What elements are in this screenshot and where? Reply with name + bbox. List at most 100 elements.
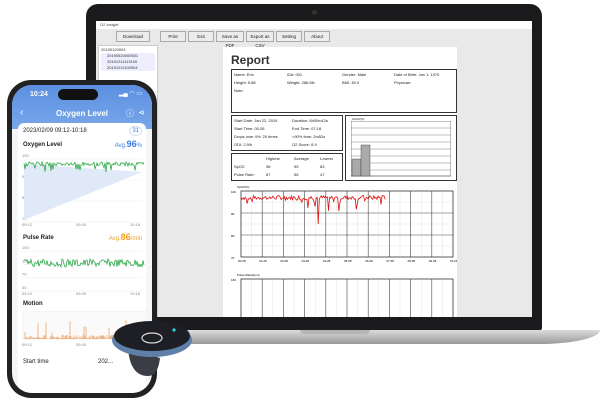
tick-label: 02:28 bbox=[280, 259, 288, 263]
tick-label: 80 bbox=[231, 234, 235, 238]
calendar-icon[interactable]: 31 bbox=[129, 126, 142, 136]
session-field: O2 Score: 8.9 bbox=[292, 142, 317, 147]
tick-label: 07:28 bbox=[386, 259, 394, 263]
download-button[interactable]: Download bbox=[116, 31, 150, 42]
tick-label: 00:28 bbox=[238, 259, 246, 263]
tick-label: 09:45 bbox=[76, 291, 87, 295]
histogram-bar bbox=[351, 158, 362, 177]
print-button[interactable]: Print bbox=[160, 31, 186, 42]
tick-label: 01:28 bbox=[259, 259, 267, 263]
patient-field: Weight: 286.6lb bbox=[287, 80, 315, 85]
ring-button-icon bbox=[141, 332, 163, 344]
stats-cell: 56 bbox=[294, 172, 299, 177]
tree-item[interactable]: 20190520000501 bbox=[101, 53, 155, 59]
stats-header: Highest bbox=[266, 156, 280, 161]
session-field: <90% time: 2m52s bbox=[292, 134, 326, 139]
stats-cell: 47 bbox=[320, 172, 325, 177]
about-button[interactable]: About bbox=[304, 31, 330, 42]
stats-header: Average bbox=[294, 156, 309, 161]
exit-button[interactable]: Exit bbox=[188, 31, 214, 42]
patient-field: ID#: 001 bbox=[287, 72, 303, 77]
laptop-screen: O2 Insight Download Print Exit Save as P… bbox=[96, 21, 532, 317]
avg-unit: % bbox=[136, 143, 142, 149]
histogram-chart bbox=[351, 121, 451, 177]
tick-label: 160 bbox=[231, 278, 237, 282]
patient-field: Date of Birth: Jan 1, 1970 bbox=[394, 72, 440, 77]
spo2-histogram: SpO2(%) bbox=[345, 115, 457, 181]
oxygen-avg: Avg.96% bbox=[115, 139, 142, 149]
avg-value: 86 bbox=[120, 232, 131, 242]
window-title: O2 Insight bbox=[96, 21, 532, 29]
data-line bbox=[23, 257, 145, 269]
avg-unit: /min bbox=[130, 236, 142, 242]
phone-header: 10:24 ▂▄ ◠ ▭ ‹ Oxygen Level ⓘ ⋖ bbox=[12, 85, 152, 129]
date-range: 2023/02/09 09:12-10:18 bbox=[23, 128, 87, 134]
tick-label: 08:28 bbox=[408, 259, 416, 263]
session-field: Duration: 6h00m12s bbox=[292, 118, 329, 123]
tick-label: 150 bbox=[22, 245, 29, 250]
patient-field: Note: bbox=[234, 88, 244, 93]
tree-item[interactable]: 20191211113100 bbox=[101, 59, 155, 65]
tick-label: 100 bbox=[231, 190, 236, 194]
ring-oximeter bbox=[112, 321, 192, 376]
chart-title: SpO2(%) bbox=[237, 185, 250, 189]
tick-label: 09:12 bbox=[22, 291, 33, 295]
tree-root[interactable]: 20190120903 bbox=[101, 47, 126, 52]
tick-label: 04:28 bbox=[323, 259, 331, 263]
setting-button[interactable]: Setting bbox=[276, 31, 302, 42]
session-field: ODI: 2.9/h bbox=[234, 142, 253, 147]
stats-cell: SpO2: bbox=[234, 164, 246, 169]
stats-cell: Pulse Rate: bbox=[234, 172, 255, 177]
laptop-notch bbox=[300, 330, 370, 334]
tree-item[interactable]: 20191211100904 bbox=[101, 65, 155, 71]
back-icon[interactable]: ‹ bbox=[20, 107, 24, 118]
tick-label: 70 bbox=[22, 272, 27, 277]
start-time-label: Start time bbox=[23, 359, 49, 365]
export-csv-button[interactable]: Export as CSV bbox=[246, 31, 274, 48]
oxygen-label: Oxygen Level bbox=[23, 142, 63, 148]
session-field: Start Date: Jan 22, 2019 bbox=[234, 118, 278, 123]
patient-field: Height: 5.6ft bbox=[234, 80, 256, 85]
tick-label: 05:28 bbox=[344, 259, 352, 263]
camera-icon bbox=[312, 10, 317, 15]
dynamic-island bbox=[58, 89, 98, 100]
patient-field: Gender: Male bbox=[342, 72, 367, 77]
share-icon[interactable]: ⋖ bbox=[138, 108, 145, 117]
stats-header: Lowest bbox=[320, 156, 333, 161]
report-page: Report Name: Eric ID#: 001 Gender: Male … bbox=[223, 47, 457, 317]
tick-label: 10:18 bbox=[130, 222, 141, 226]
tick-label: 09:45 bbox=[76, 342, 87, 347]
motion-label: Motion bbox=[23, 301, 43, 307]
patient-field: Name: Eric bbox=[234, 72, 254, 77]
stats-cell: 98 bbox=[266, 164, 271, 169]
tick-label: 06:28 bbox=[365, 259, 373, 263]
tick-label: 09:45 bbox=[76, 222, 87, 226]
session-field: End Time: 07:18 bbox=[292, 126, 322, 131]
status-icons: ▂▄ ◠ ▭ bbox=[118, 91, 142, 97]
chart-area bbox=[24, 164, 142, 220]
help-icon[interactable]: ⓘ bbox=[126, 109, 134, 118]
avg-prefix: Avg. bbox=[108, 236, 121, 242]
stats-table: Highest Average Lowest SpO2: 98 95 83 Pulse Rat… bbox=[231, 153, 343, 181]
stats-cell: 87 bbox=[266, 172, 271, 177]
toolbar: Download Print Exit Save as PDF Export a… bbox=[96, 31, 532, 48]
save-pdf-button[interactable]: Save as PDF bbox=[216, 31, 244, 48]
page-title: Oxygen Level bbox=[56, 109, 109, 118]
spo2-line bbox=[240, 194, 386, 225]
tick-label: 09:12 bbox=[22, 222, 33, 226]
session-field: Drops over 4%: 20 times bbox=[234, 134, 278, 139]
data-line bbox=[23, 160, 145, 173]
tick-label: 100 bbox=[22, 153, 29, 158]
spo2-chart: SpO2(%) 100 90 80 70 00:28 01:28 02:28 03:28 04:… bbox=[231, 185, 457, 265]
chart-title: Pulse Rate(bpm) bbox=[237, 273, 260, 277]
tick-label: 10:18 bbox=[130, 291, 141, 295]
tick-label: 70 bbox=[231, 256, 235, 260]
avg-prefix: Avg. bbox=[114, 143, 127, 149]
stats-cell: 95 bbox=[294, 164, 299, 169]
tick-label: 110 bbox=[22, 258, 29, 263]
status-time: 10:24 bbox=[30, 91, 48, 98]
patient-field: Physican: bbox=[394, 80, 412, 85]
histogram-bar bbox=[360, 144, 371, 177]
tick-label: 30 bbox=[22, 285, 27, 290]
